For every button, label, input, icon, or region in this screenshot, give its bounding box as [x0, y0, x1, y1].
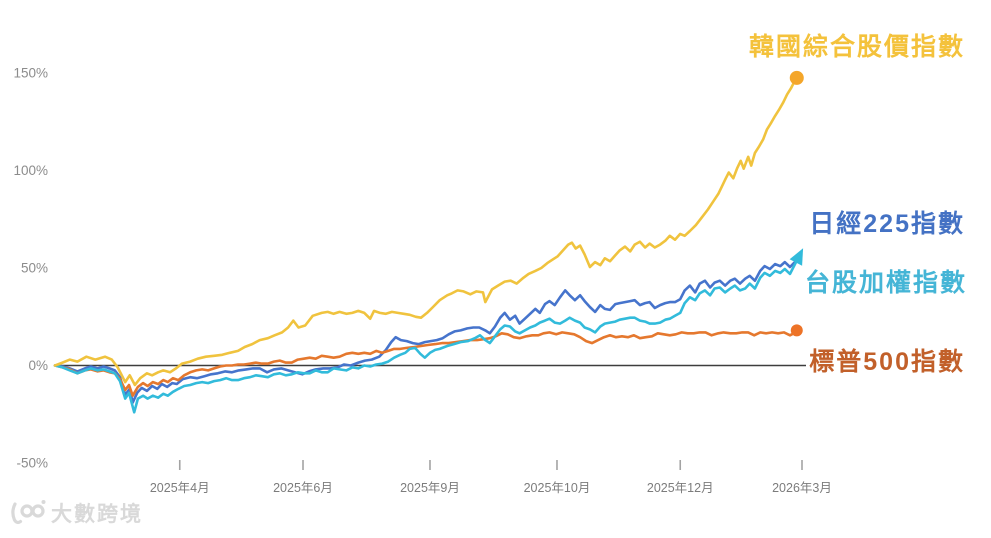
series-label-nikkei225: 日經225指數: [809, 210, 965, 238]
x-axis-label: 2025年6月: [273, 481, 333, 495]
series-label-kospi: 韓國綜合股價指數: [748, 33, 965, 61]
watermark-text: 大數跨境: [51, 503, 143, 526]
watermark-logo-icon: [8, 498, 46, 528]
series-end-arrow-2: [789, 248, 804, 266]
series-label-taiex: 台股加權指數: [804, 269, 967, 297]
series-line-2: [53, 255, 801, 414]
x-axis-label: 2025年10月: [524, 481, 591, 495]
series-line-0: [53, 76, 799, 387]
y-axis-label: 100%: [13, 163, 48, 178]
series-line-3: [53, 329, 799, 397]
series-end-dot-3: [790, 324, 803, 337]
series-end-dot-0: [789, 70, 804, 85]
series-label-sp500: 標普500指數: [809, 348, 965, 376]
series-line-1: [53, 258, 802, 404]
x-axis-label: 2026年3月: [772, 481, 832, 495]
y-axis-label: -50%: [16, 456, 48, 471]
y-axis-label: 150%: [13, 66, 48, 81]
x-axis-label: 2025年12月: [647, 481, 714, 495]
watermark: 大數跨境: [8, 498, 143, 528]
x-axis-label: 2025年9月: [400, 481, 460, 495]
y-axis-label: 50%: [21, 261, 48, 276]
y-axis-label: 0%: [28, 358, 48, 373]
x-axis-label: 2025年4月: [150, 481, 210, 495]
